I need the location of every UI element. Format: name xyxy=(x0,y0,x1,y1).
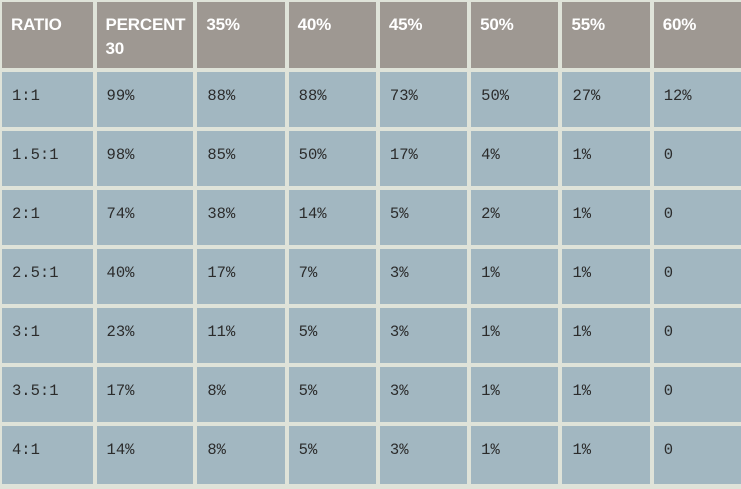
table-cell: 14% xyxy=(288,190,376,245)
table-cell: 1% xyxy=(471,367,559,422)
table-cell: 27% xyxy=(562,72,650,127)
table-row: 3:1 23% 11% 5% 3% 1% 1% 0 xyxy=(2,308,741,363)
table-cell-ratio: 2.5:1 xyxy=(2,249,93,304)
table-row: 1.5:1 98% 85% 50% 17% 4% 1% 0 xyxy=(2,131,741,186)
table-row: 1:1 99% 88% 88% 73% 50% 27% 12% xyxy=(2,72,741,127)
table-cell: 14% xyxy=(96,426,194,484)
table-cell: 0 xyxy=(653,367,741,422)
header-row: RATIO PERCENT 30 35% 40% 45% 50% 55% 60% xyxy=(2,2,741,68)
header-cell-50: 50% xyxy=(471,2,559,68)
table-cell: 88% xyxy=(288,72,376,127)
header-cell-60: 60% xyxy=(653,2,741,68)
table-cell: 5% xyxy=(288,426,376,484)
table-row: 4:1 14% 8% 5% 3% 1% 1% 0 xyxy=(2,426,741,484)
table-cell: 5% xyxy=(288,308,376,363)
header-cell-55: 55% xyxy=(562,2,650,68)
table-row: 3.5:1 17% 8% 5% 3% 1% 1% 0 xyxy=(2,367,741,422)
table-cell: 1% xyxy=(471,308,559,363)
table-cell: 1% xyxy=(562,367,650,422)
table-cell: 50% xyxy=(288,131,376,186)
table-cell: 0 xyxy=(653,308,741,363)
table-cell: 98% xyxy=(96,131,194,186)
table-cell-ratio: 4:1 xyxy=(2,426,93,484)
table-cell: 40% xyxy=(96,249,194,304)
table-cell: 3% xyxy=(379,367,468,422)
table-cell: 3% xyxy=(379,426,468,484)
table-cell: 7% xyxy=(288,249,376,304)
table-row: 2:1 74% 38% 14% 5% 2% 1% 0 xyxy=(2,190,741,245)
table-cell: 11% xyxy=(197,308,285,363)
table-cell: 1% xyxy=(562,131,650,186)
table-cell: 74% xyxy=(96,190,194,245)
table-cell: 8% xyxy=(197,426,285,484)
header-cell-40: 40% xyxy=(288,2,376,68)
table-cell: 8% xyxy=(197,367,285,422)
header-cell-percent-30: PERCENT 30 xyxy=(96,2,194,68)
table-cell-ratio: 3:1 xyxy=(2,308,93,363)
table-cell: 3% xyxy=(379,308,468,363)
table-cell: 1% xyxy=(562,249,650,304)
table-cell: 4% xyxy=(471,131,559,186)
table-cell-ratio: 1:1 xyxy=(2,72,93,127)
table-cell: 5% xyxy=(379,190,468,245)
table-cell-ratio: 1.5:1 xyxy=(2,131,93,186)
table-cell: 5% xyxy=(288,367,376,422)
header-cell-45: 45% xyxy=(379,2,468,68)
table-cell: 99% xyxy=(96,72,194,127)
header-cell-ratio: RATIO xyxy=(2,2,93,68)
table-cell: 0 xyxy=(653,249,741,304)
table-cell: 0 xyxy=(653,426,741,484)
table-cell: 85% xyxy=(197,131,285,186)
table-cell: 17% xyxy=(96,367,194,422)
table-cell: 1% xyxy=(471,249,559,304)
table-cell: 0 xyxy=(653,190,741,245)
table-cell: 50% xyxy=(471,72,559,127)
table-cell: 73% xyxy=(379,72,468,127)
table-cell: 1% xyxy=(562,190,650,245)
table-cell: 2% xyxy=(471,190,559,245)
table-cell: 17% xyxy=(379,131,468,186)
table-cell: 1% xyxy=(562,308,650,363)
table-cell: 38% xyxy=(197,190,285,245)
table-cell: 0 xyxy=(653,131,741,186)
table-cell: 17% xyxy=(197,249,285,304)
table-row: 2.5:1 40% 17% 7% 3% 1% 1% 0 xyxy=(2,249,741,304)
table-cell: 12% xyxy=(653,72,741,127)
table-cell: 23% xyxy=(96,308,194,363)
table-cell-ratio: 2:1 xyxy=(2,190,93,245)
table-cell: 1% xyxy=(471,426,559,484)
table-cell-ratio: 3.5:1 xyxy=(2,367,93,422)
header-cell-35: 35% xyxy=(197,2,285,68)
table-cell: 3% xyxy=(379,249,468,304)
table-cell: 1% xyxy=(562,426,650,484)
table-cell: 88% xyxy=(197,72,285,127)
